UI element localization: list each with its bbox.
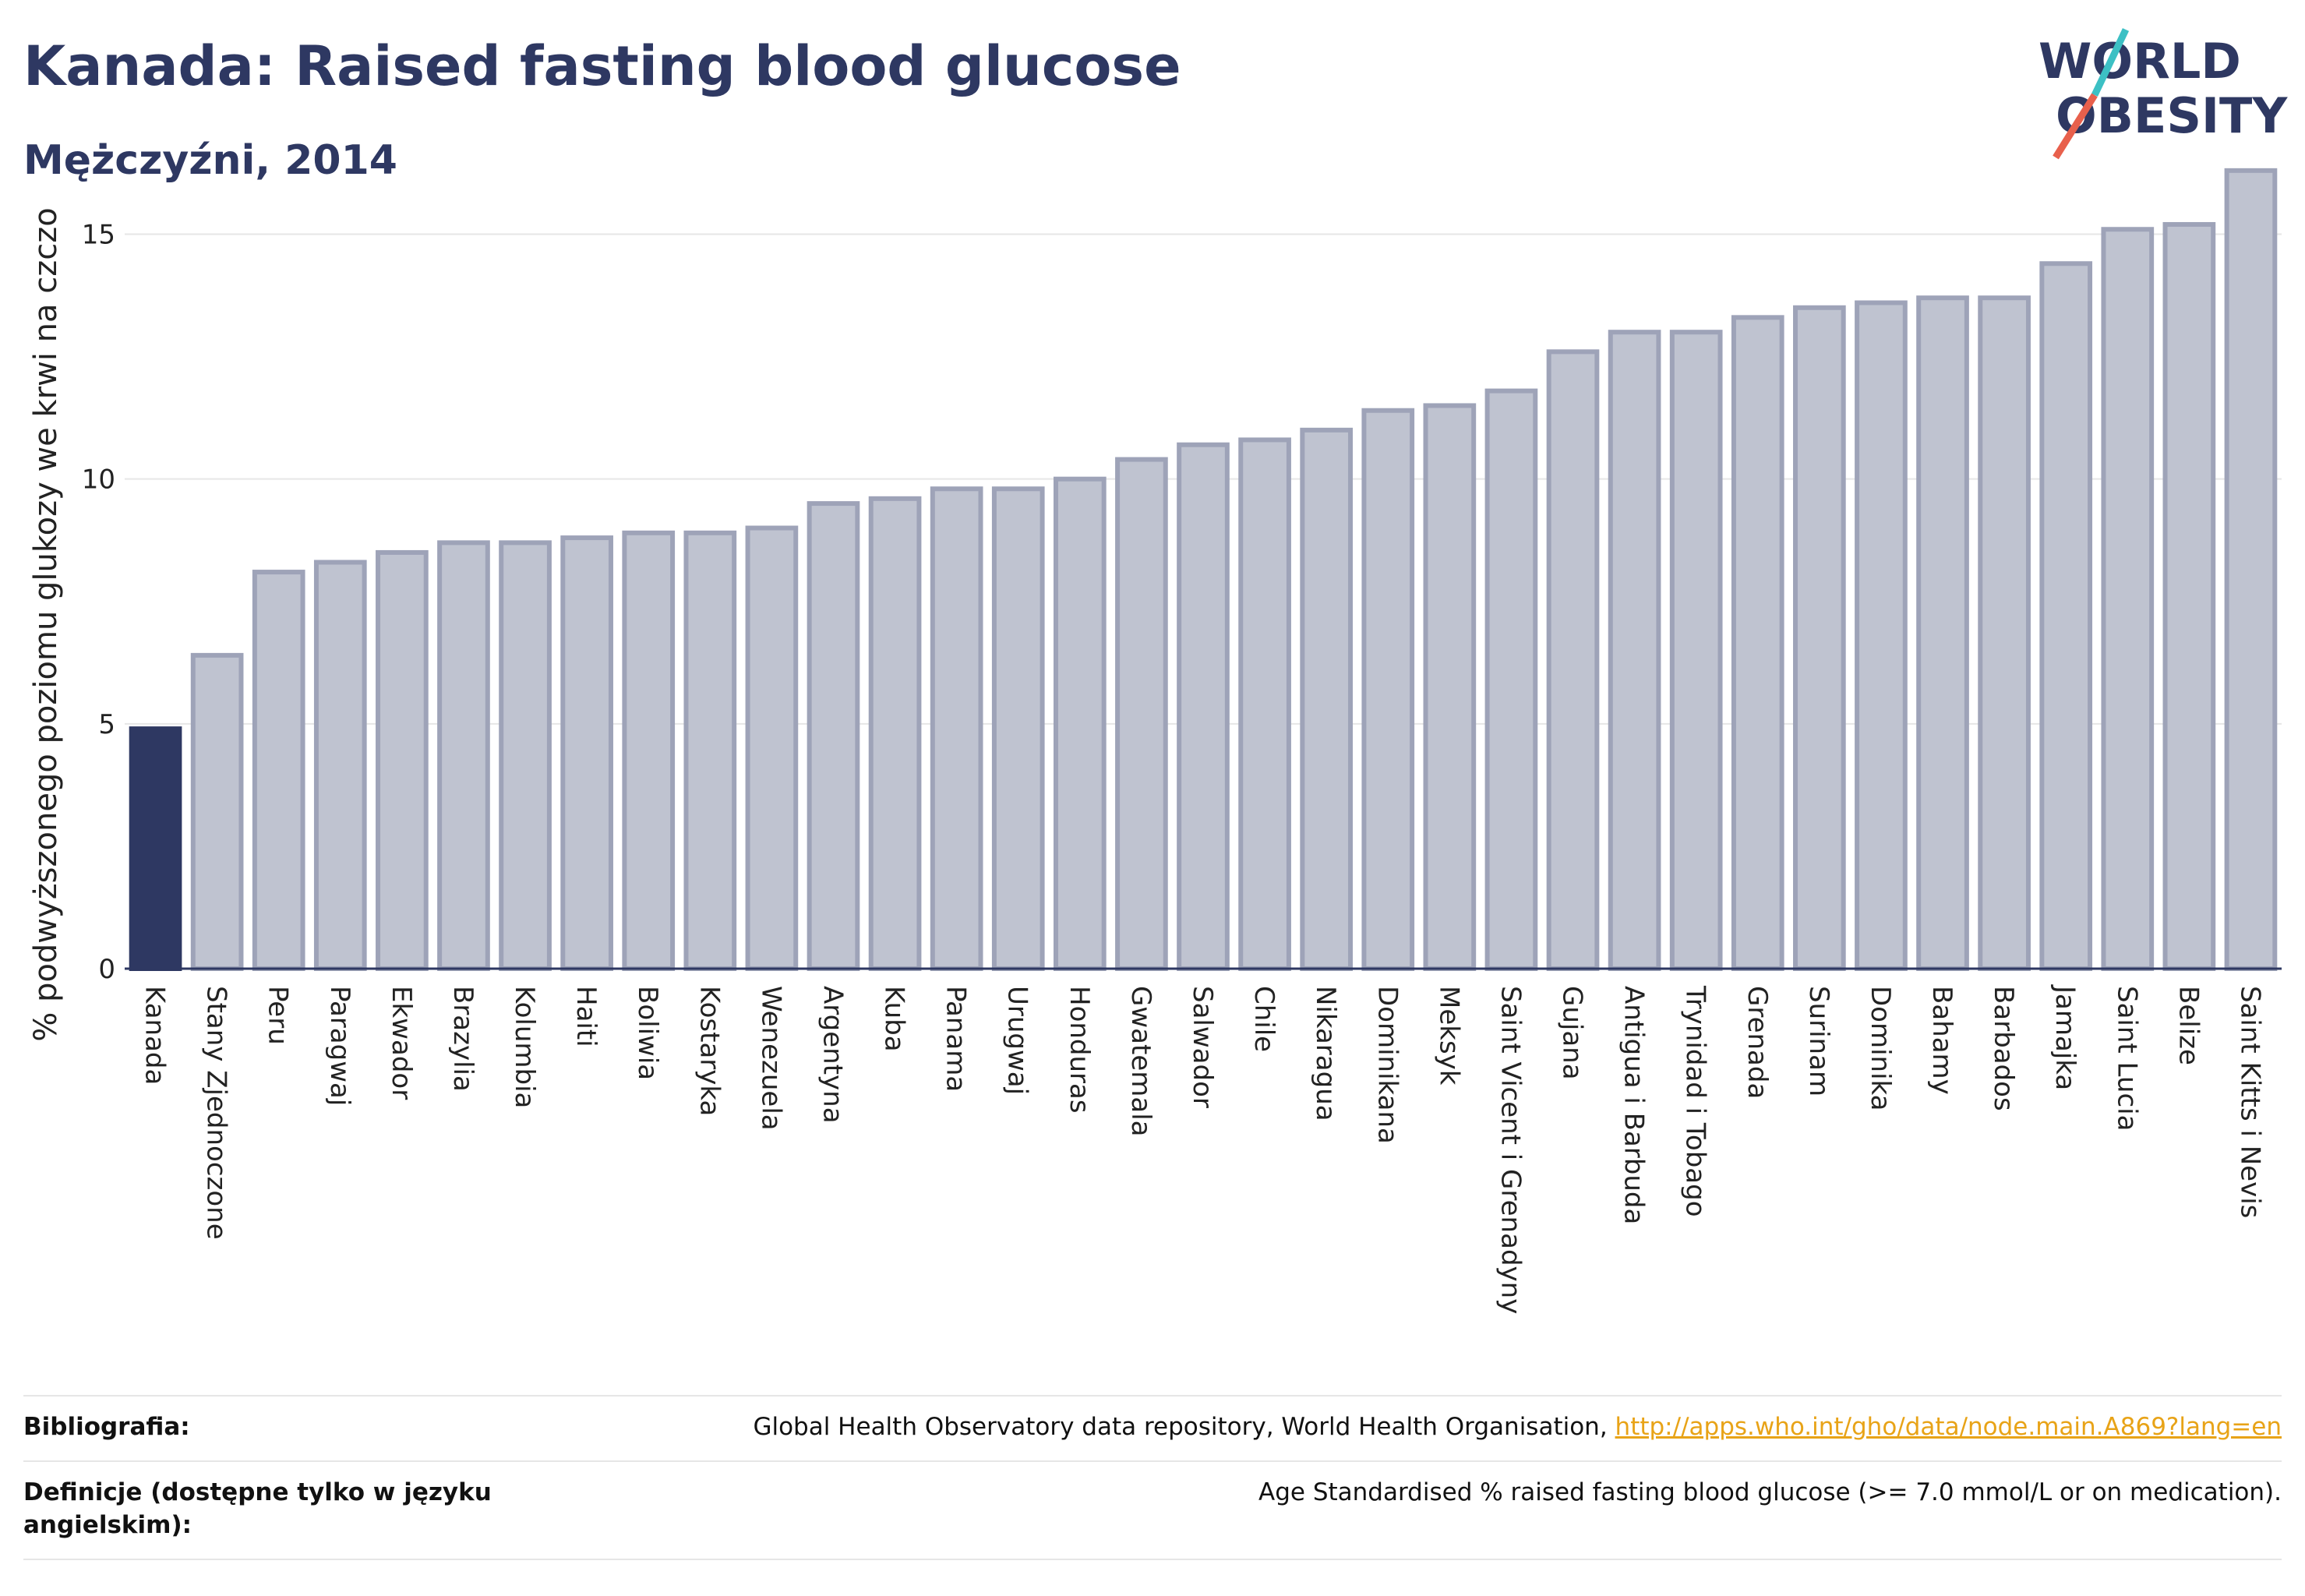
- x-tick-label: Urugwaj: [1002, 986, 1033, 1095]
- bar: [1484, 388, 1538, 972]
- bar: [190, 652, 244, 971]
- bar-chart: 0 5 10 15 Kanada Stany Zjednoczone Peru Paragwa…: [28, 168, 2282, 1314]
- definitions-label: Definicje (dostępne tylko w języku angie…: [23, 1478, 492, 1539]
- bar: [745, 525, 799, 971]
- bar: [1238, 437, 1291, 971]
- x-tick-label: Grenada: [1742, 986, 1773, 1099]
- x-tick-label: Brazylia: [447, 986, 478, 1092]
- x-tick-label: Argentyna: [817, 986, 848, 1124]
- bar: [1669, 330, 1723, 972]
- footer-divider-bottom: [23, 1559, 2282, 1560]
- footer-bibliography: Bibliografia: Global Health Observatory …: [23, 1411, 2282, 1457]
- x-tick-label: Honduras: [1064, 986, 1095, 1114]
- x-tick-label: Gwatemala: [1125, 986, 1156, 1136]
- bar: [807, 501, 860, 971]
- y-tick-label: 15: [82, 220, 115, 251]
- x-tick-label: Wenezuela: [755, 986, 786, 1131]
- bar: [437, 540, 490, 971]
- x-tick-label: Antigua i Barbuda: [1618, 986, 1650, 1224]
- bar: [991, 486, 1045, 971]
- x-tick-label: Kostaryka: [694, 986, 725, 1116]
- y-axis-label: % podwyższonego poziomu glukozy we krwi …: [28, 207, 64, 1041]
- bar: [1731, 315, 1784, 971]
- y-tick-label: 10: [82, 464, 115, 496]
- bar: [1177, 442, 1230, 971]
- bar: [683, 530, 737, 971]
- x-tick-label: Dominikana: [1371, 986, 1403, 1144]
- bar: [560, 535, 613, 971]
- x-tick-label: Dominika: [1865, 986, 1896, 1110]
- x-tick-label: Trynidad i Tobago: [1680, 985, 1711, 1217]
- bar: [2039, 261, 2093, 971]
- bar: [313, 560, 367, 971]
- x-tick-label: Meksyk: [1433, 986, 1464, 1086]
- x-tick-label: Saint Lucia: [2111, 986, 2142, 1131]
- x-tick-label: Kuba: [879, 986, 910, 1052]
- bar: [2101, 227, 2155, 971]
- x-tick-label: Nikaragua: [1310, 986, 1341, 1121]
- x-tick-label: Saint Vicent i Grenadyny: [1495, 986, 1526, 1314]
- logo-teal-slash: [2091, 28, 2130, 97]
- x-tick-label: Stany Zjednoczone: [201, 986, 232, 1240]
- axis-labels: 0 5 10 15 Kanada Stany Zjednoczone Peru Paragwa…: [28, 207, 2265, 1314]
- bar: [1608, 330, 1661, 972]
- x-tick-label: Belize: [2173, 986, 2204, 1065]
- bibliography-text: Global Health Observatory data repositor…: [753, 1413, 1615, 1441]
- bars: [129, 168, 2278, 972]
- x-tick-label: Peru: [263, 986, 294, 1045]
- bar: [376, 549, 429, 971]
- bar: [868, 496, 922, 971]
- x-tick-label: Paragwaj: [324, 986, 355, 1106]
- x-tick-label: Bahamy: [1926, 986, 1957, 1095]
- x-tick-label: Panama: [941, 986, 972, 1092]
- footer-divider-middle: [23, 1460, 2282, 1462]
- bar: [1361, 408, 1415, 971]
- x-tick-label: Boliwia: [632, 986, 663, 1080]
- y-tick-label: 5: [98, 709, 115, 740]
- bar: [1053, 476, 1107, 971]
- x-tick-label: Gujana: [1557, 986, 1588, 1080]
- definitions-text: Age Standardised % raised fasting blood …: [1258, 1478, 2282, 1506]
- x-tick-label: Surinam: [1803, 986, 1834, 1096]
- x-tick-label: Barbados: [1988, 986, 2019, 1111]
- x-tick-label: Chile: [1248, 986, 1280, 1052]
- bar: [622, 530, 676, 971]
- logo-red-slash: [2053, 93, 2098, 160]
- bibliography-value: Global Health Observatory data repositor…: [753, 1411, 2282, 1443]
- footer-definitions: Definicje (dostępne tylko w języku angie…: [23, 1476, 2282, 1554]
- footer-divider-top: [23, 1395, 2282, 1396]
- bar-highlight: [129, 726, 182, 972]
- bar: [1423, 403, 1477, 971]
- bar: [1793, 305, 1846, 971]
- bibliography-link[interactable]: http://apps.who.int/gho/data/node.main.A…: [1615, 1413, 2282, 1441]
- page-title: Kanada: Raised fasting blood glucose: [23, 34, 1181, 98]
- x-tick-label: Salwador: [1187, 986, 1218, 1108]
- logo-line1: WORLD: [2038, 33, 2241, 90]
- bar: [252, 570, 305, 972]
- x-tick-label: Kanada: [139, 986, 171, 1085]
- world-obesity-logo: WORLD OBESITY: [2038, 28, 2288, 160]
- x-tick-label: Kolumbia: [509, 986, 540, 1108]
- bar: [2224, 168, 2278, 972]
- bar: [1978, 295, 2031, 972]
- bar: [1115, 457, 1168, 971]
- bar: [1855, 300, 1908, 972]
- y-tick-label: 0: [98, 954, 115, 985]
- x-tick-label: Saint Kitts i Nevis: [2234, 986, 2265, 1218]
- x-tick-label: Ekwador: [386, 986, 417, 1100]
- bar: [930, 486, 983, 971]
- x-tick-label: Jamajka: [2049, 984, 2081, 1090]
- bar: [1916, 295, 1969, 972]
- bar: [2162, 221, 2216, 971]
- page-subtitle: Mężczyźni, 2014: [23, 137, 397, 184]
- bibliography-label: Bibliografia:: [23, 1413, 190, 1441]
- x-tick-label: Haiti: [570, 986, 602, 1047]
- bar: [1546, 349, 1600, 971]
- bar: [499, 540, 552, 971]
- bar: [1300, 427, 1354, 971]
